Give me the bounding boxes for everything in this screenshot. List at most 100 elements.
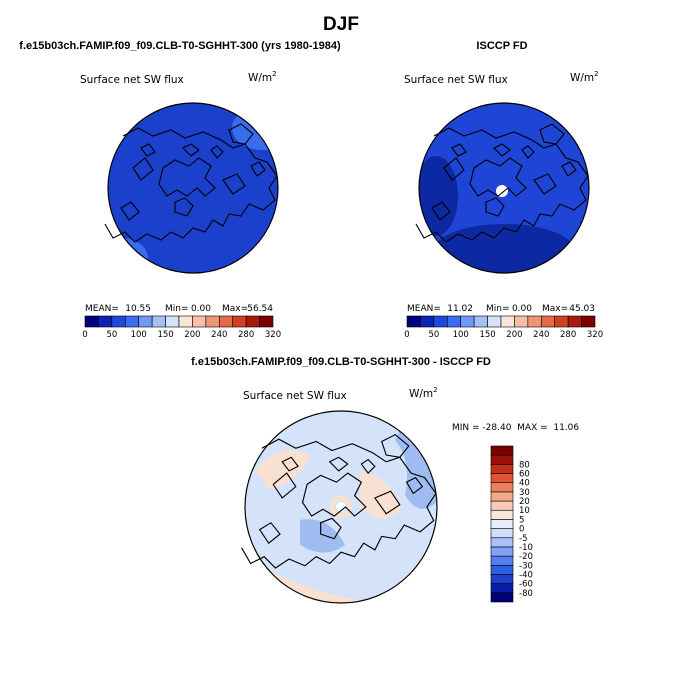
obs-colorbar-bin: [487, 315, 502, 328]
diff-colorbar-bin: [490, 528, 514, 539]
model-colorbar-bin: [84, 315, 99, 328]
model-colorbar-bin: [232, 315, 247, 328]
diff-colorbar-bin: [490, 509, 514, 520]
model-stats: MEAN= 10.55 Min= 0.00 Max= 56.54: [85, 304, 273, 314]
obs-colorbar-bin: [406, 315, 421, 328]
model-min-label: Min=: [165, 304, 189, 314]
diff-colorbar-bin: [490, 454, 514, 465]
diff-colorbar-bin: [490, 500, 514, 511]
diff-colorbar-bin: [490, 546, 514, 557]
diff-colorbar-tick-label: 20: [519, 497, 530, 507]
model-map-shade-sw: [108, 238, 148, 273]
obs-colorbar-bin: [500, 315, 515, 328]
obs-colorbar-bin: [567, 315, 582, 328]
model-colorbar-tick-label: 200: [184, 330, 200, 340]
diff-colorbar-bin: [490, 574, 514, 584]
diff-colorbar-bin: [490, 564, 514, 575]
diff-colorbar-tick-label: -20: [519, 552, 533, 562]
model-colorbar-bin: [98, 315, 113, 328]
panel-obs-header: ISCCP FD: [476, 40, 527, 52]
diff-colorbar-tick-label: 5: [519, 515, 524, 525]
diff-colorbar-tick-label: -10: [519, 543, 533, 553]
model-colorbar-bin: [192, 315, 207, 328]
model-colorbar-bin: [124, 315, 140, 328]
diff-colorbar-bin: [490, 537, 514, 548]
obs-colorbar-bin: [581, 315, 596, 328]
obs-colorbar-bin: [433, 315, 448, 328]
diff-colorbar-tick-label: 0: [519, 525, 524, 535]
diff-minmax: MIN = -28.40 MAX = 11.06: [452, 423, 579, 433]
diff-colorbar-tick-label: 80: [519, 460, 530, 470]
model-colorbar-tick-label: 150: [157, 330, 173, 340]
diff-map-negative-s: [300, 519, 345, 553]
diff-map-border: [244, 410, 438, 604]
obs-colorbar-tick-label: 150: [479, 330, 495, 340]
diff-colorbar-bin: [490, 519, 514, 529]
model-colorbar-bin: [178, 315, 193, 328]
diff-colorbar-bin: [490, 491, 514, 502]
panel-model-variable: Surface net SW flux: [80, 74, 184, 86]
model-colorbar-tick-label: 240: [211, 330, 227, 340]
obs-map-pole-hole: [496, 185, 508, 197]
obs-colorbar-bin: [420, 315, 435, 328]
obs-colorbar-tick-label: 320: [587, 330, 603, 340]
diff-colorbar-tick-label: -5: [519, 534, 527, 544]
diff-colorbar-bin: [490, 555, 514, 566]
panel-diff-units: W/m2: [409, 386, 438, 400]
obs-colorbar-bin: [446, 315, 462, 328]
obs-colorbar-bin: [527, 315, 542, 328]
panel-obs: ISCCP FD Surface net SW flux W/m2 MEAN= …: [404, 40, 603, 340]
obs-map-shade-s: [434, 224, 574, 273]
model-colorbar-bin: [111, 315, 126, 328]
obs-colorbar-tick-label: 100: [453, 330, 469, 340]
obs-colorbar-tick-label: 280: [560, 330, 576, 340]
figure-title: DJF: [323, 14, 359, 35]
model-map-border: [107, 102, 279, 274]
obs-stats: MEAN= 11.02 Min= 0.00 Max= 45.03: [407, 304, 595, 314]
model-colorbar-tick-label: 0: [82, 330, 87, 340]
model-colorbar-bin: [138, 315, 153, 328]
obs-colorbar-tick-label: 240: [533, 330, 549, 340]
panel-model-header: f.e15b03ch.FAMIP.f09_f09.CLB-T0-SGHHT-30…: [19, 40, 341, 52]
diff-colorbar-bin: [490, 445, 514, 456]
panel-diff: f.e15b03ch.FAMIP.f09_f09.CLB-T0-SGHHT-30…: [191, 356, 579, 604]
obs-colorbar-bin: [460, 315, 475, 328]
model-colorbar-tick-label: 320: [265, 330, 281, 340]
obs-max-label: Max=: [542, 304, 568, 314]
obs-colorbar: 0 50 100 150 200 240 280 320: [404, 315, 603, 340]
diff-colorbar-tick-label: -30: [519, 561, 533, 571]
model-mean-value: 10.55: [125, 304, 151, 314]
model-colorbar-bin: [151, 315, 166, 328]
model-colorbar-tick-label: 100: [131, 330, 147, 340]
diff-colorbar-tick-label: 30: [519, 488, 530, 498]
model-colorbar-bin: [245, 315, 260, 328]
obs-colorbar-tick-label: 0: [404, 330, 409, 340]
diff-colorbar-tick-label: 40: [519, 479, 530, 489]
obs-colorbar-bin: [554, 315, 569, 328]
diff-colorbar-tick-label: -40: [519, 570, 533, 580]
model-colorbar-bin: [259, 315, 274, 328]
obs-min-label: Min=: [486, 304, 510, 314]
panel-model: f.e15b03ch.FAMIP.f09_f09.CLB-T0-SGHHT-30…: [19, 40, 341, 340]
diff-colorbar-bin: [490, 583, 514, 594]
obs-colorbar-tick-label: 50: [428, 330, 439, 340]
obs-map-border: [418, 102, 590, 274]
model-max-label: Max=: [222, 304, 248, 314]
obs-colorbar-bin: [473, 315, 488, 328]
obs-mean-value: 11.02: [447, 304, 473, 314]
obs-colorbar-bin: [540, 315, 556, 328]
obs-mean-label: MEAN=: [407, 304, 441, 314]
obs-colorbar-bin: [514, 315, 529, 328]
model-colorbar-bin: [218, 315, 234, 328]
model-colorbar-bin: [165, 315, 180, 328]
model-colorbar: 0 50 100 150 200 240 280 320: [82, 315, 281, 340]
model-colorbar-bin: [205, 315, 220, 328]
obs-colorbar-tick-label: 200: [506, 330, 522, 340]
panel-diff-variable: Surface net SW flux: [243, 390, 347, 402]
diff-map-pole-ring: [329, 495, 353, 519]
diff-colorbar-bin: [490, 464, 514, 474]
obs-min-value: 0.00: [512, 304, 532, 314]
diff-map-negative-ne: [395, 420, 437, 509]
